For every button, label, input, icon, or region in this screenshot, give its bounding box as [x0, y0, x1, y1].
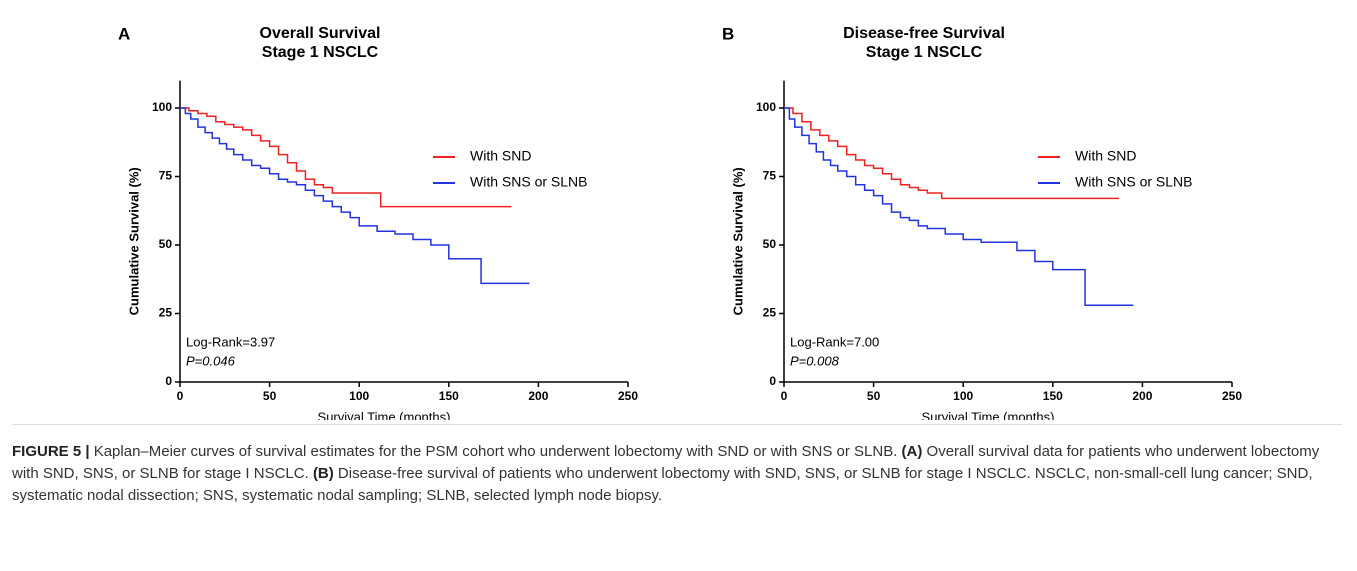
x-tick-label: 200 — [1132, 389, 1152, 403]
y-tick-label: 25 — [159, 306, 173, 320]
chart-subtitle: Stage 1 NSCLC — [866, 44, 983, 61]
chart-title: Disease-free Survival — [843, 25, 1005, 42]
annotation: Log-Rank=7.00 — [790, 334, 879, 349]
x-axis-label: Survival Time (months) — [922, 409, 1055, 420]
y-tick-label: 100 — [152, 100, 172, 114]
caption-text: Kaplan–Meier curves of survival estimate… — [89, 443, 902, 460]
annotation: P=0.046 — [186, 353, 236, 368]
legend-label: With SNS or SLNB — [470, 174, 587, 190]
survival-line — [784, 107, 1120, 200]
figure: A Overall Survival Stage 1 NSCLC 0 25 50 75 100… — [118, 24, 1242, 420]
annotation: P=0.008 — [790, 353, 840, 368]
y-tick-label: 75 — [159, 169, 173, 183]
x-tick-label: 100 — [349, 389, 369, 403]
y-tick-label: 75 — [763, 169, 777, 183]
caption: FIGURE 5 | Kaplan–Meier curves of surviv… — [12, 424, 1342, 507]
y-tick-label: 0 — [165, 374, 172, 388]
y-axis-label: Cumulative Survival (%) — [730, 167, 745, 315]
survival-line — [180, 107, 512, 208]
x-tick-label: 50 — [867, 389, 881, 403]
survival-line — [784, 107, 1134, 307]
x-tick-label: 100 — [953, 389, 973, 403]
x-tick-label: 0 — [177, 389, 184, 403]
y-tick-label: 100 — [756, 100, 776, 114]
panel-label: B — [722, 24, 734, 43]
y-tick-label: 50 — [763, 237, 777, 251]
x-tick-label: 150 — [439, 389, 459, 403]
y-tick-label: 25 — [763, 306, 777, 320]
chart-title: Overall Survival — [260, 25, 381, 42]
x-tick-label: 250 — [618, 389, 638, 403]
caption-label: FIGURE 5 | — [12, 443, 90, 460]
x-tick-label: 150 — [1043, 389, 1063, 403]
legend-label: With SND — [1075, 148, 1136, 164]
caption-a: (A) — [901, 443, 923, 460]
y-axis-label: Cumulative Survival (%) — [126, 167, 141, 315]
legend-label: With SNS or SLNB — [1075, 174, 1192, 190]
survival-line — [180, 107, 530, 285]
y-tick-label: 0 — [769, 374, 776, 388]
chart-subtitle: Stage 1 NSCLC — [262, 44, 379, 61]
legend-label: With SND — [470, 148, 531, 164]
caption-text: Disease-free survival of patients who un… — [12, 465, 1313, 504]
caption-b: (B) — [312, 465, 334, 482]
x-tick-label: 50 — [263, 389, 277, 403]
x-tick-label: 250 — [1222, 389, 1242, 403]
caption-text: Overall survival data for patients who u… — [12, 443, 1320, 482]
x-tick-label: 0 — [781, 389, 788, 403]
x-tick-label: 200 — [528, 389, 548, 403]
annotation: Log-Rank=3.97 — [186, 334, 275, 349]
y-tick-label: 50 — [159, 237, 173, 251]
panel-label: A — [118, 24, 130, 43]
x-axis-label: Survival Time (months) — [318, 409, 451, 420]
